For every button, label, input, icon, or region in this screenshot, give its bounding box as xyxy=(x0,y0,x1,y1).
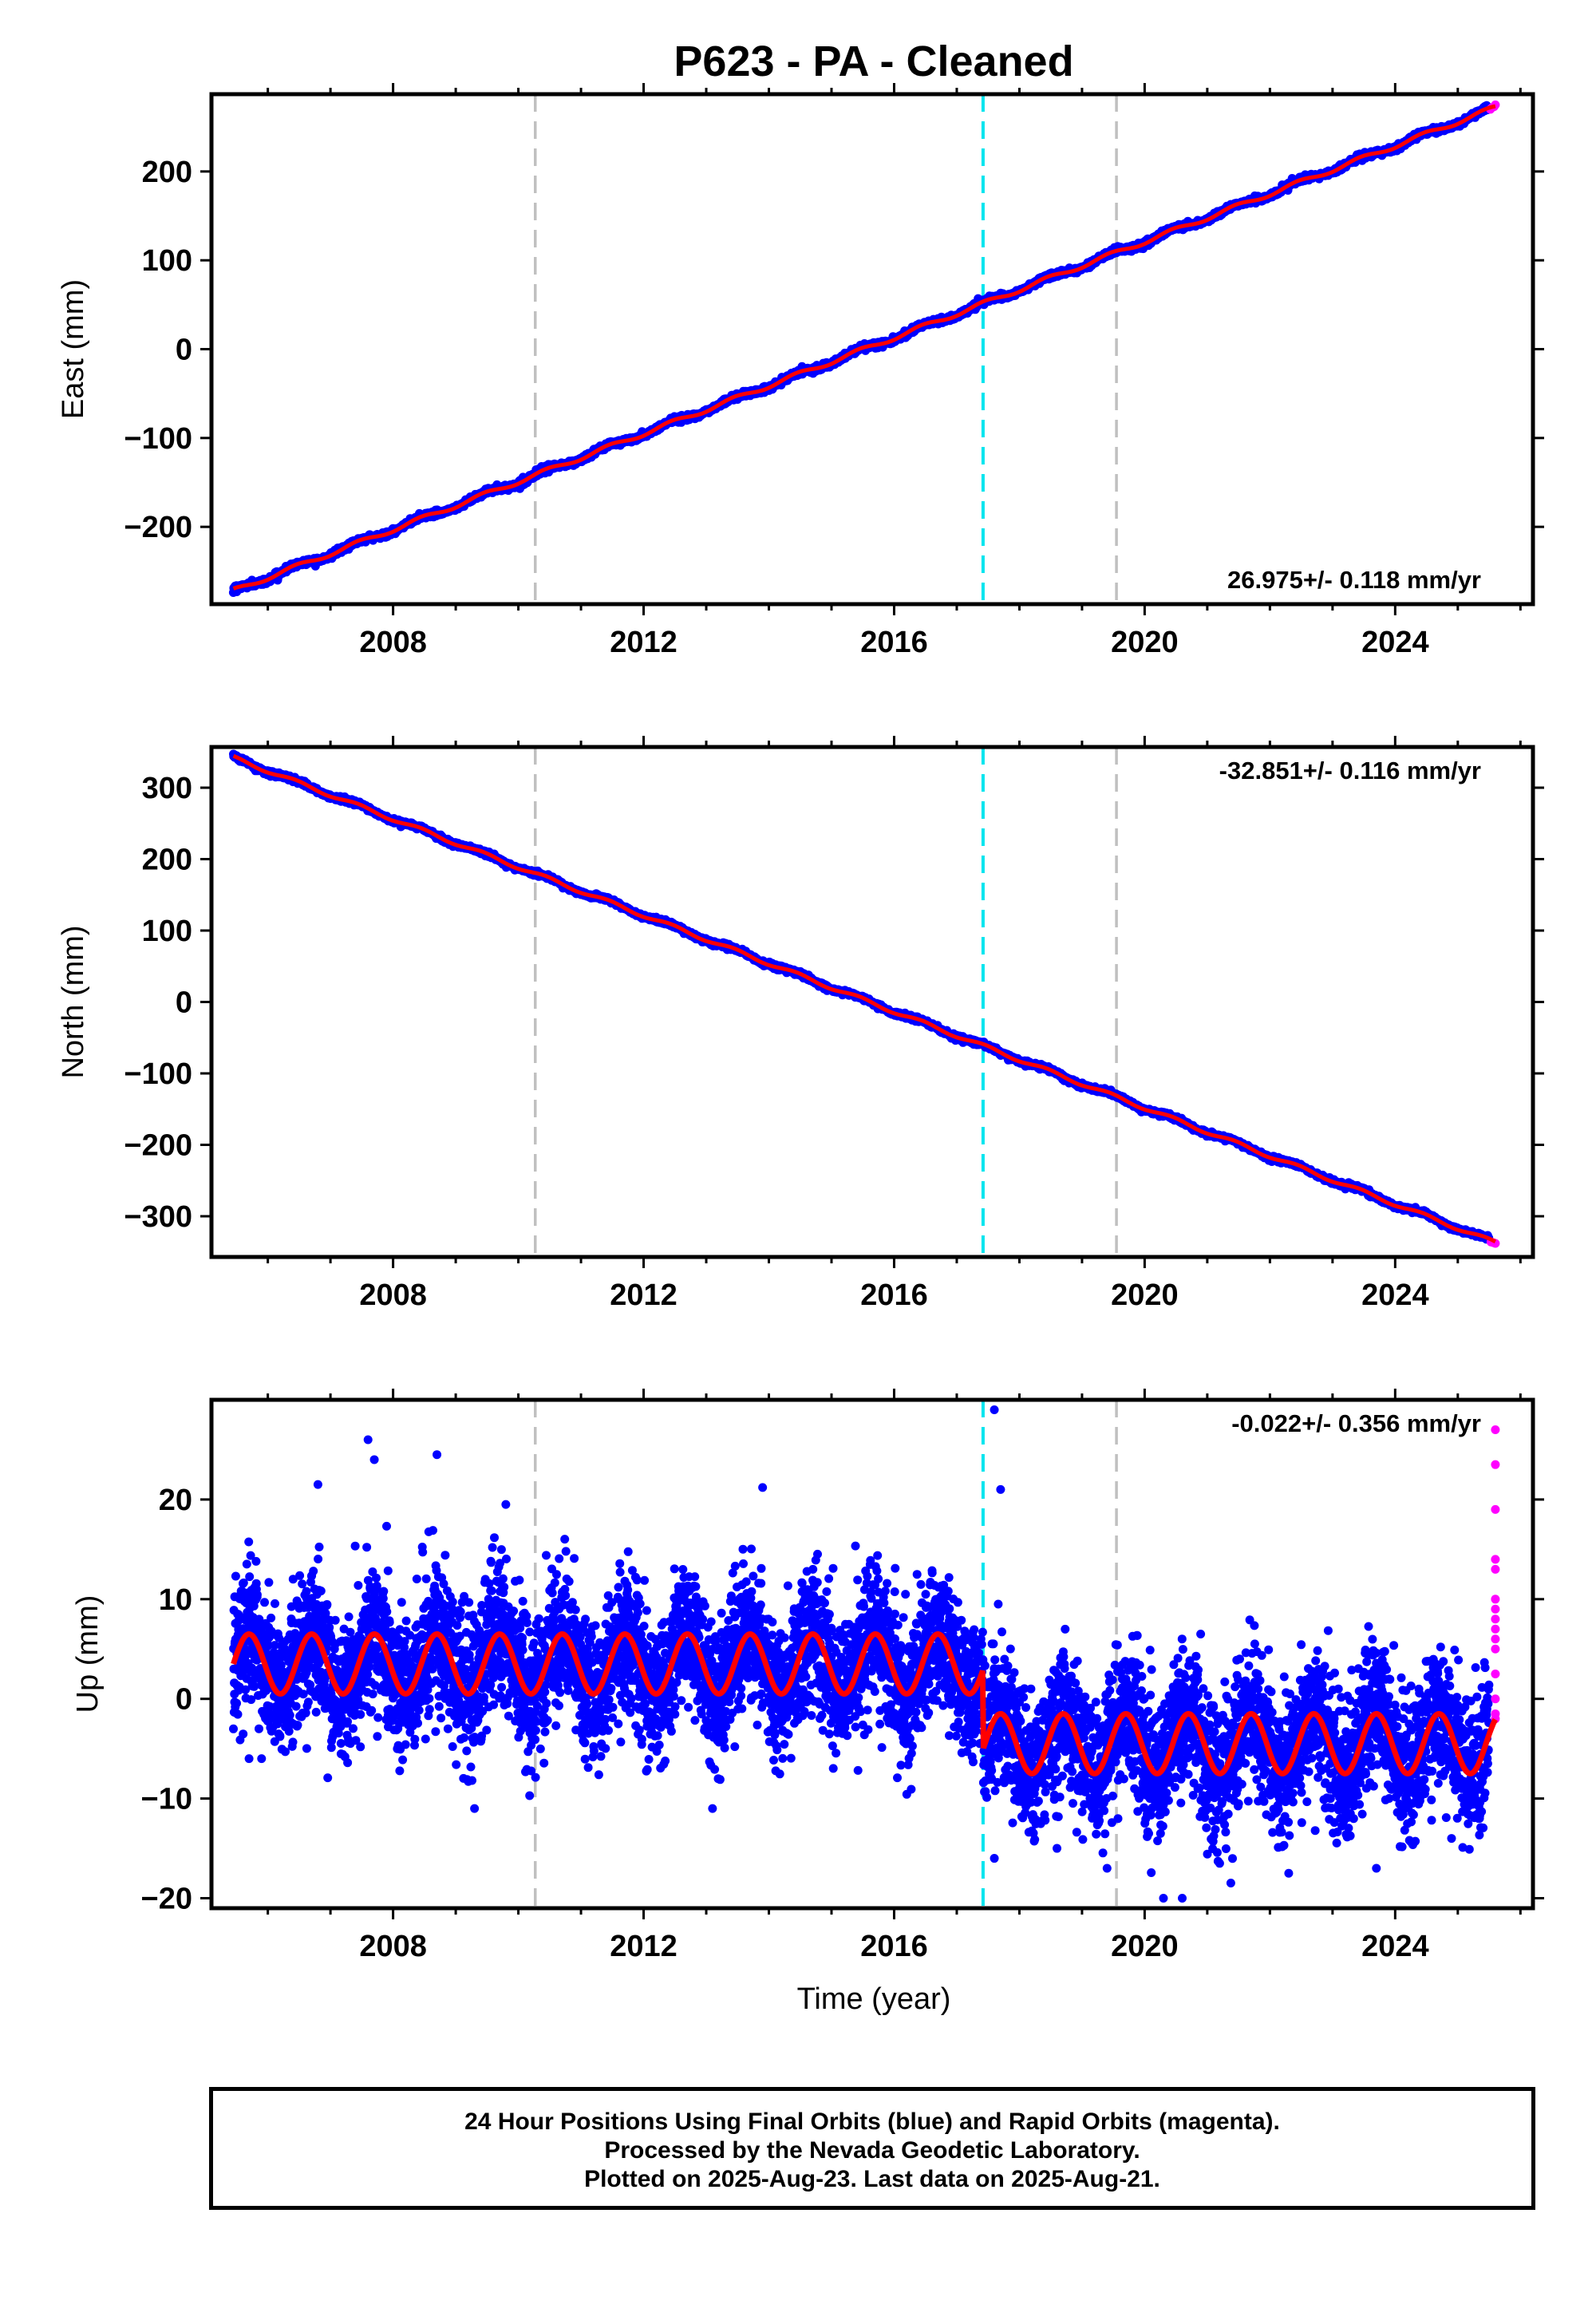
x-tick-label: 2016 xyxy=(860,626,928,659)
panel-north: 2008 2012 2016 2020 2024−300−200−10001002003… xyxy=(57,736,1544,1312)
y-tick-label: 200 xyxy=(142,156,192,189)
rate-label: 26.975+/- 0.118 mm/yr xyxy=(1227,566,1481,594)
y-axis-label: East (mm) xyxy=(57,279,90,419)
x-tick-label: 2024 xyxy=(1361,626,1429,659)
x-tick-label: 2012 xyxy=(610,626,678,659)
x-tick-label: 2020 xyxy=(1111,626,1179,659)
x-tick-label: 2008 xyxy=(359,626,427,659)
chart-title: P623 - PA - Cleaned xyxy=(674,38,1073,85)
y-tick-label: 0 xyxy=(176,334,192,367)
y-tick-label: −100 xyxy=(124,422,192,456)
panel-east: 2008 2012 2016 2020 2024 −200 −100 0 100 200 East … xyxy=(57,83,1544,659)
panels: 2008 2012 2016 2020 2024 −200 −100 0 100 200 East … xyxy=(57,83,1544,1963)
model-fit-line xyxy=(232,104,1496,591)
y-tick-label: −200 xyxy=(124,511,192,544)
y-tick-label: 100 xyxy=(142,244,192,278)
